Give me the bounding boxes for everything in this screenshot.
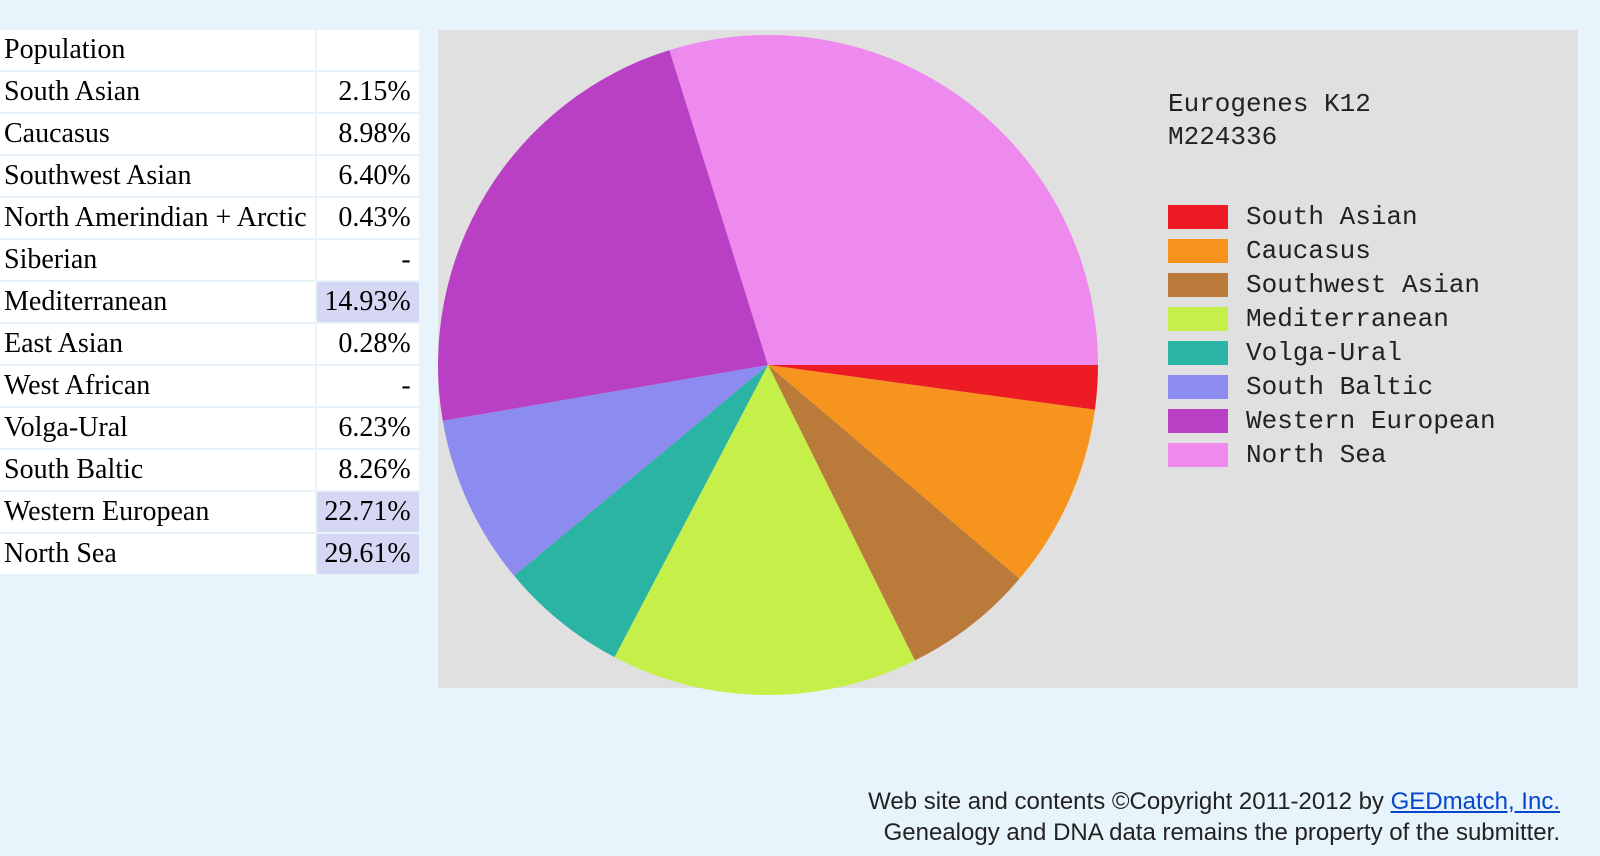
legend-swatch — [1168, 443, 1228, 467]
table-cell-value: 6.23% — [316, 407, 420, 449]
table-cell-value: 8.26% — [316, 449, 420, 491]
legend-item: Mediterranean — [1168, 302, 1496, 336]
legend-item: Caucasus — [1168, 234, 1496, 268]
table-row: Western European22.71% — [0, 491, 420, 533]
table-cell-value: 0.28% — [316, 323, 420, 365]
legend-swatch — [1168, 409, 1228, 433]
table-cell-label: Caucasus — [0, 113, 316, 155]
table-row: East Asian0.28% — [0, 323, 420, 365]
table-row: Southwest Asian6.40% — [0, 155, 420, 197]
legend-label: Mediterranean — [1246, 304, 1449, 334]
gedmatch-link[interactable]: GEDmatch, Inc. — [1391, 788, 1560, 815]
table-cell-label: Mediterranean — [0, 281, 316, 323]
table-cell-value: 0.43% — [316, 197, 420, 239]
table-cell-value: 29.61% — [316, 533, 420, 575]
table-cell-value: - — [316, 239, 420, 281]
legend-item: South Asian — [1168, 200, 1496, 234]
table-cell-label: Southwest Asian — [0, 155, 316, 197]
table-cell-label: Siberian — [0, 239, 316, 281]
legend-item: Southwest Asian — [1168, 268, 1496, 302]
legend-item: Western European — [1168, 404, 1496, 438]
legend-label: North Sea — [1246, 440, 1386, 470]
table-cell-value: 8.98% — [316, 113, 420, 155]
page-footer: Web site and contents ©Copyright 2011-20… — [0, 786, 1600, 848]
table-cell-label: South Baltic — [0, 449, 316, 491]
footer-line2: Genealogy and DNA data remains the prope… — [0, 817, 1560, 848]
legend-label: Volga-Ural — [1246, 338, 1402, 368]
legend-item: Volga-Ural — [1168, 336, 1496, 370]
table-row: Caucasus8.98% — [0, 113, 420, 155]
footer-line1: Web site and contents ©Copyright 2011-20… — [0, 786, 1560, 817]
pie-chart — [438, 30, 1138, 700]
table-cell-label: North Sea — [0, 533, 316, 575]
table-row: Mediterranean14.93% — [0, 281, 420, 323]
chart-legend: South Asian Caucasus Southwest Asian Medite… — [1168, 200, 1496, 472]
legend-label: Western European — [1246, 406, 1496, 436]
legend-swatch — [1168, 239, 1228, 263]
table-cell-label: West African — [0, 365, 316, 407]
table-row: Volga-Ural6.23% — [0, 407, 420, 449]
legend-swatch — [1168, 375, 1228, 399]
table-row: North Amerindian + Arctic0.43% — [0, 197, 420, 239]
population-table: PopulationSouth Asian2.15%Caucasus8.98%S… — [0, 30, 421, 576]
legend-label: Southwest Asian — [1246, 270, 1480, 300]
legend-item: South Baltic — [1168, 370, 1496, 404]
table-header-label: Population — [0, 30, 316, 71]
legend-item: North Sea — [1168, 438, 1496, 472]
legend-swatch — [1168, 273, 1228, 297]
table-cell-label: South Asian — [0, 71, 316, 113]
legend-label: South Asian — [1246, 202, 1418, 232]
table-cell-value: 6.40% — [316, 155, 420, 197]
table-cell-value: 22.71% — [316, 491, 420, 533]
table-row: North Sea29.61% — [0, 533, 420, 575]
footer-copyright-text: Web site and contents ©Copyright 2011-20… — [868, 788, 1390, 815]
legend-label: South Baltic — [1246, 372, 1433, 402]
table-cell-label: East Asian — [0, 323, 316, 365]
legend-swatch — [1168, 307, 1228, 331]
table-header-value — [316, 30, 420, 71]
chart-panel: Eurogenes K12 M224336 South Asian Caucasu… — [438, 30, 1578, 688]
table-cell-value: - — [316, 365, 420, 407]
table-row: West African- — [0, 365, 420, 407]
legend-label: Caucasus — [1246, 236, 1371, 266]
table-cell-label: Volga-Ural — [0, 407, 316, 449]
table-cell-label: North Amerindian + Arctic — [0, 197, 316, 239]
table-row: South Baltic8.26% — [0, 449, 420, 491]
table-row: Siberian- — [0, 239, 420, 281]
chart-title-line1: Eurogenes K12 — [1168, 88, 1371, 121]
table-cell-value: 14.93% — [316, 281, 420, 323]
table-cell-value: 2.15% — [316, 71, 420, 113]
chart-title-block: Eurogenes K12 M224336 — [1168, 88, 1371, 153]
table-row: South Asian2.15% — [0, 71, 420, 113]
legend-swatch — [1168, 205, 1228, 229]
page-root: PopulationSouth Asian2.15%Caucasus8.98%S… — [0, 0, 1600, 856]
chart-title-line2: M224336 — [1168, 121, 1371, 154]
table-cell-label: Western European — [0, 491, 316, 533]
legend-swatch — [1168, 341, 1228, 365]
